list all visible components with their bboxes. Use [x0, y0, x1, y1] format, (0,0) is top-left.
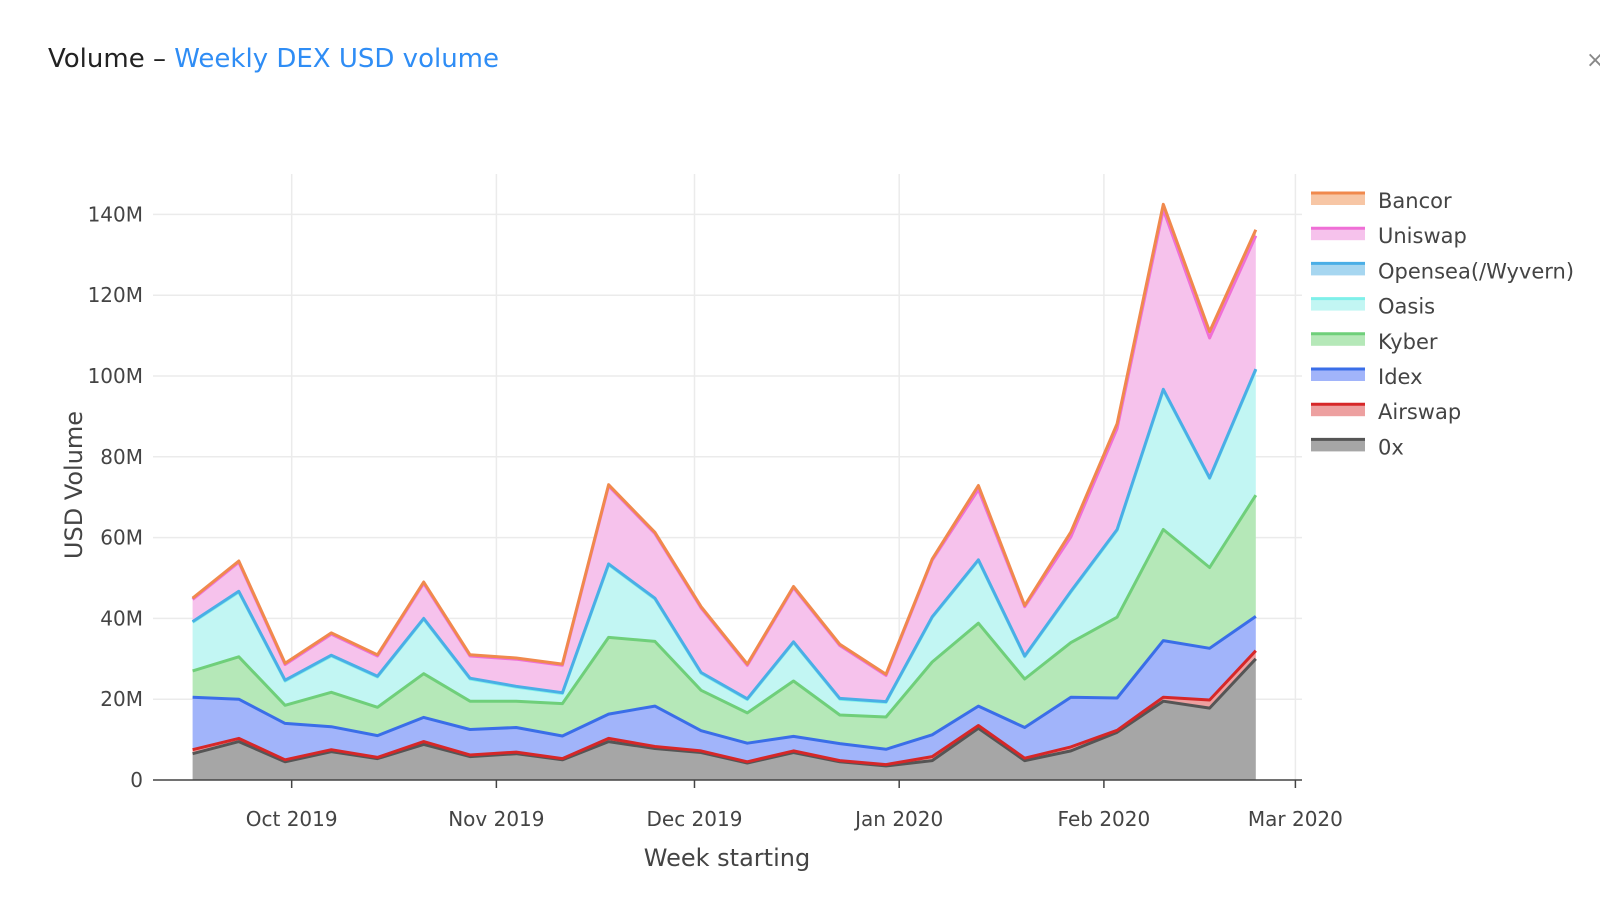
- legend-item-kyber[interactable]: Kyber: [1311, 330, 1438, 354]
- legend-label: Opensea(/Wyvern): [1378, 259, 1574, 283]
- legend-item-idex[interactable]: Idex: [1311, 365, 1423, 389]
- x-tick-label: Mar 2020: [1248, 807, 1343, 831]
- legend-item-bancor[interactable]: Bancor: [1311, 189, 1452, 213]
- series-lines: [191, 202, 1258, 768]
- line-kyber[interactable]: [192, 494, 1258, 719]
- line-idex[interactable]: [192, 615, 1257, 751]
- y-axis-title: USD Volume: [60, 411, 88, 559]
- legend-label: Kyber: [1378, 330, 1438, 354]
- x-tick-label: Dec 2019: [646, 807, 742, 831]
- y-tick-label: 40M: [100, 606, 143, 630]
- y-tick-label: 20M: [100, 687, 143, 711]
- legend-swatch: [1311, 193, 1365, 205]
- legend-item-uniswap[interactable]: Uniswap: [1311, 224, 1467, 248]
- legend-label: Oasis: [1378, 295, 1435, 319]
- legend-label: Uniswap: [1378, 224, 1467, 248]
- legend-swatch: [1311, 298, 1365, 311]
- axes: 0 20M 40M 60M 80M 100M 120M 140M Oct 2019 Nov 201…: [88, 202, 1343, 831]
- line-bancor[interactable]: [191, 202, 1258, 676]
- title-main: Volume: [48, 44, 145, 74]
- legend-label: 0x: [1378, 435, 1404, 459]
- y-tick-label: 0: [130, 768, 143, 792]
- x-axis-title: Week starting: [644, 844, 810, 872]
- close-icon[interactable]: ×: [1586, 48, 1600, 73]
- x-tick-label: Feb 2020: [1058, 807, 1151, 831]
- area-kyber: [192, 495, 1256, 750]
- x-tick-label: Oct 2019: [246, 807, 338, 831]
- y-tick-label: 120M: [88, 283, 143, 307]
- area-uniswap: [192, 209, 1256, 702]
- legend-swatch: [1311, 333, 1365, 346]
- area-oasis: [192, 369, 1256, 717]
- x-tick-label: Jan 2020: [853, 807, 943, 831]
- title-subtitle-link[interactable]: Weekly DEX USD volume: [174, 44, 500, 74]
- y-tick-label: 80M: [100, 445, 143, 469]
- legend: Bancor Uniswap Opensea(/Wyvern) Oasis Kyber I…: [1311, 189, 1574, 459]
- legend-swatch: [1311, 404, 1365, 417]
- line-airswap[interactable]: [192, 649, 1257, 767]
- y-tick-label: 100M: [88, 364, 143, 388]
- legend-item-opensea-wyvern[interactable]: Opensea(/Wyvern): [1311, 259, 1574, 283]
- chart-title: Volume – Weekly DEX USD volume: [48, 44, 499, 74]
- legend-item-airswap[interactable]: Airswap: [1311, 400, 1461, 424]
- series-areas: [192, 204, 1256, 780]
- legend-swatch: [1311, 369, 1365, 381]
- x-tick-label: Nov 2019: [448, 807, 544, 831]
- legend-label: Idex: [1378, 365, 1423, 389]
- area-0x: [192, 658, 1256, 780]
- legend-item-0x[interactable]: 0x: [1311, 435, 1404, 459]
- legend-swatch: [1311, 228, 1365, 241]
- legend-item-oasis[interactable]: Oasis: [1311, 295, 1435, 319]
- line-opensea-wyvern[interactable]: [191, 368, 1258, 704]
- legend-label: Airswap: [1378, 400, 1461, 424]
- y-tick-label: 140M: [88, 202, 143, 226]
- title-separator: –: [152, 44, 166, 74]
- legend-label: Bancor: [1378, 189, 1452, 213]
- legend-swatch: [1311, 439, 1365, 452]
- legend-swatch: [1311, 263, 1365, 276]
- y-tick-label: 60M: [100, 526, 143, 550]
